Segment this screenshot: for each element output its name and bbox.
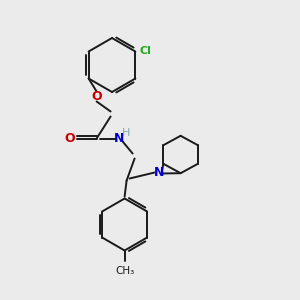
Text: Cl: Cl (140, 46, 151, 56)
Text: O: O (91, 90, 102, 103)
Text: N: N (153, 166, 164, 179)
Text: CH₃: CH₃ (115, 266, 134, 277)
Text: H: H (122, 128, 130, 139)
Text: O: O (64, 132, 75, 145)
Text: N: N (113, 132, 124, 145)
